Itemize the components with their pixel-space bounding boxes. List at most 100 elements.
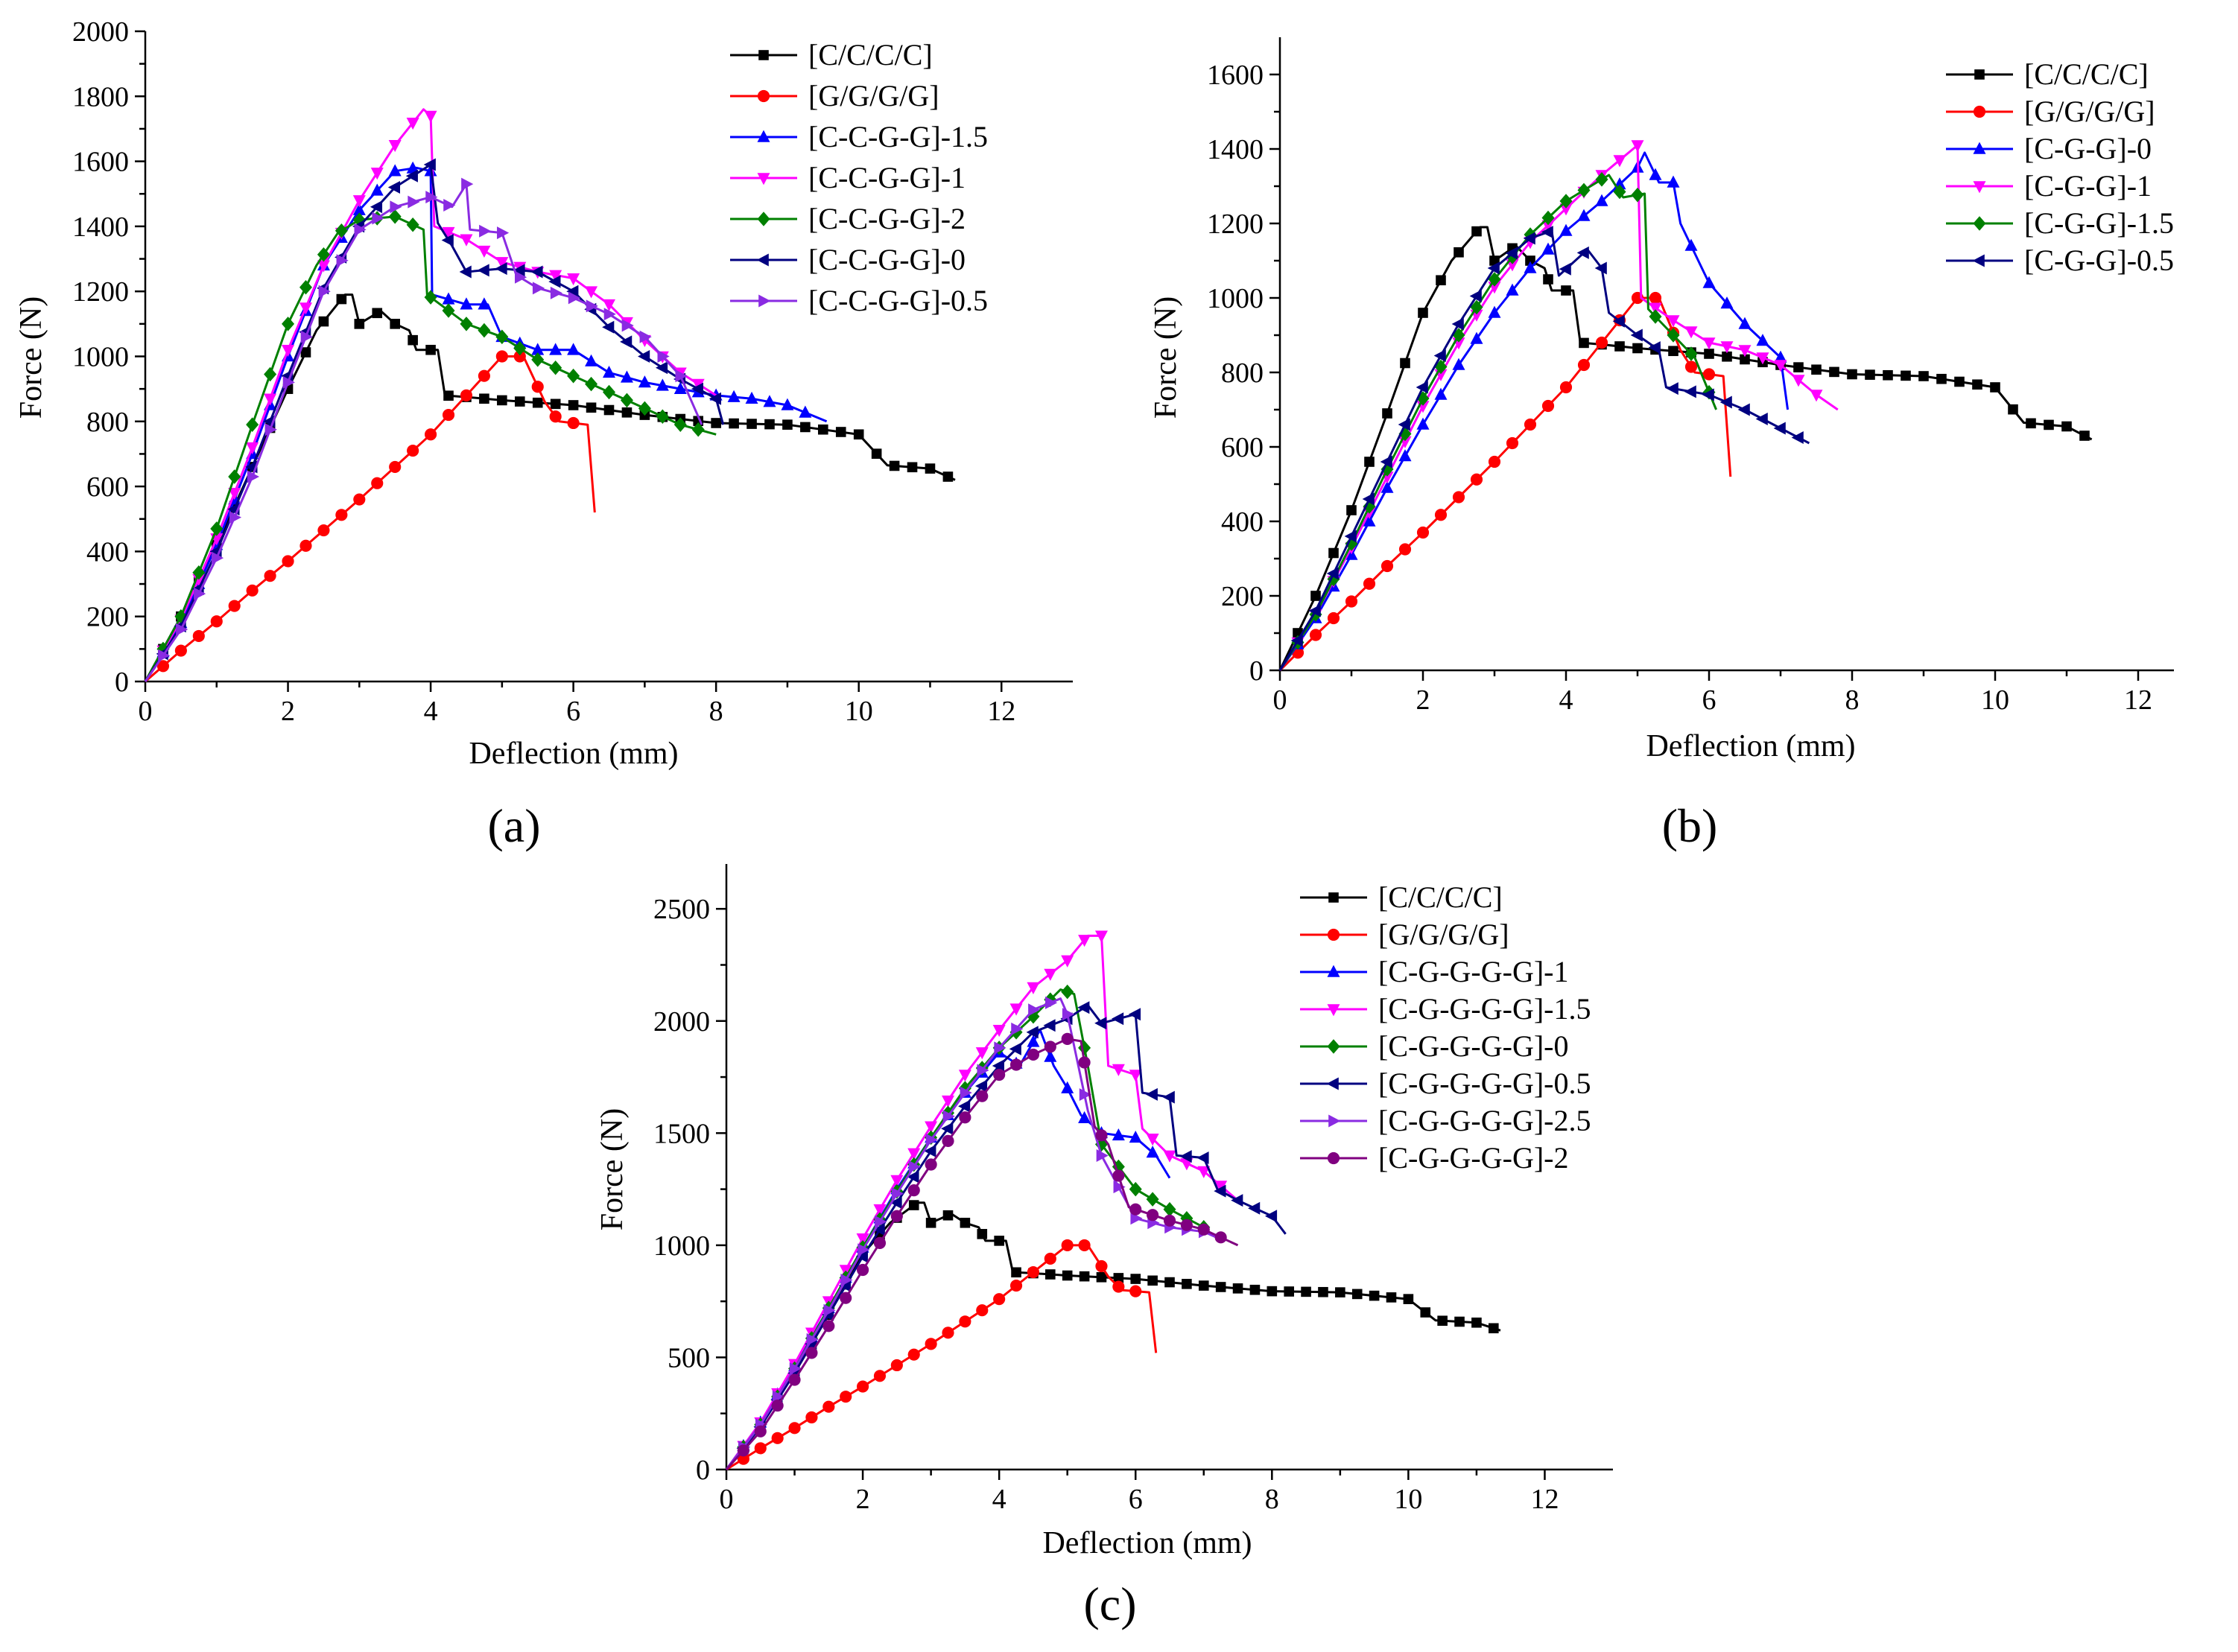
- data-point: [264, 366, 277, 382]
- y-axis-title: Force (N): [14, 296, 48, 419]
- data-point: [942, 471, 954, 482]
- data-point: [1454, 247, 1464, 258]
- data-point: [789, 1362, 802, 1375]
- data-point: [1096, 1271, 1107, 1283]
- data-point: [246, 584, 259, 597]
- data-point: [1043, 1019, 1056, 1032]
- data-point: [1738, 317, 1752, 329]
- data-point: [907, 1148, 921, 1160]
- data-point: [549, 343, 562, 355]
- data-point: [1451, 317, 1464, 331]
- data-point: [942, 1134, 954, 1147]
- x-tick-label: 4: [992, 1484, 1007, 1515]
- data-point: [1095, 1129, 1108, 1142]
- data-point: [1488, 272, 1501, 287]
- legend-label: [C-G-G-G-G]-0.5: [1378, 1067, 1591, 1100]
- data-point: [1129, 1203, 1142, 1216]
- data-point: [299, 279, 312, 295]
- data-point: [1433, 349, 1446, 362]
- data-point: [282, 375, 295, 389]
- data-point: [1416, 526, 1430, 539]
- data-point: [513, 264, 525, 277]
- y-tick-label: 0: [1249, 655, 1264, 687]
- series-2: [1278, 151, 1790, 671]
- data-point: [1113, 1273, 1124, 1283]
- data-point: [1232, 1283, 1243, 1294]
- data-point: [1112, 1280, 1125, 1293]
- data-point: [1541, 226, 1553, 239]
- data-point: [942, 1327, 954, 1339]
- data-point: [873, 1204, 887, 1217]
- data-point: [1077, 1001, 1090, 1014]
- data-point: [460, 389, 473, 401]
- data-point: [1214, 1184, 1226, 1198]
- series-line: [1278, 296, 1732, 672]
- data-point: [1009, 1280, 1023, 1292]
- panel-b: 0 2 4 6 8 10 12 0 200 400 600 800 1000 1200 1400 1600 De…: [1149, 37, 2174, 852]
- data-point: [264, 570, 276, 582]
- legend-label: [C/C/C/C]: [808, 38, 933, 72]
- data-point: [1668, 346, 1678, 357]
- data-point: [1720, 296, 1734, 309]
- data-point: [1129, 1181, 1142, 1197]
- data-point: [1420, 1307, 1431, 1318]
- data-point: [370, 183, 384, 196]
- data-point: [771, 1432, 784, 1444]
- data-point: [1524, 227, 1537, 242]
- data-point: [976, 1304, 989, 1317]
- data-point: [586, 402, 597, 413]
- data-point: [442, 226, 455, 240]
- data-point: [1524, 261, 1537, 273]
- x-tick-label: 4: [1559, 684, 1573, 716]
- data-point: [408, 334, 418, 346]
- data-point: [1452, 328, 1465, 343]
- data-point: [1918, 371, 1929, 381]
- data-point: [711, 418, 721, 428]
- data-point: [531, 343, 545, 355]
- data-point: [620, 335, 633, 349]
- data-point: [709, 392, 721, 405]
- data-point: [1113, 1181, 1126, 1194]
- data-point: [1009, 1058, 1023, 1071]
- data-point: [853, 429, 864, 440]
- data-point: [1215, 1282, 1226, 1292]
- data-point: [975, 1047, 989, 1060]
- data-point: [1470, 473, 1483, 486]
- data-point: [1198, 1280, 1209, 1291]
- x-tick-label: 12: [2124, 684, 2152, 716]
- data-point: [924, 1144, 936, 1157]
- data-point: [1505, 247, 1518, 260]
- data-point: [1129, 1285, 1142, 1297]
- data-point: [782, 419, 793, 430]
- data-point: [1972, 379, 1982, 390]
- data-point: [300, 347, 311, 358]
- data-point: [764, 419, 775, 430]
- data-point: [228, 488, 241, 501]
- series-0: [144, 293, 956, 682]
- data-point: [1740, 354, 1750, 365]
- data-point: [336, 293, 347, 305]
- data-point: [441, 233, 454, 247]
- y-tick-label: 1600: [1207, 60, 1264, 91]
- data-point: [763, 395, 776, 407]
- data-point: [1182, 1279, 1192, 1289]
- y-axis-title: Force (N): [595, 1108, 630, 1230]
- legend-label: [C-C-G-G]-1.5: [808, 120, 988, 153]
- legend-marker: [1327, 965, 1340, 977]
- data-point: [729, 418, 739, 429]
- data-point: [1523, 232, 1535, 245]
- series-3: [725, 930, 1239, 1470]
- data-point: [1061, 955, 1074, 968]
- x-tick-label: 10: [1394, 1484, 1422, 1515]
- legend-label: [G/G/G/G]: [2024, 95, 2155, 128]
- data-point: [550, 398, 561, 410]
- data-point: [1196, 1151, 1209, 1164]
- data-point: [1667, 315, 1680, 328]
- y-tick-label: 1200: [72, 276, 129, 308]
- data-point: [1829, 366, 1839, 378]
- series-line: [725, 988, 1211, 1470]
- data-point: [1400, 358, 1410, 369]
- data-point: [1147, 1209, 1159, 1221]
- data-point: [974, 1079, 988, 1093]
- series-1: [726, 1239, 1158, 1471]
